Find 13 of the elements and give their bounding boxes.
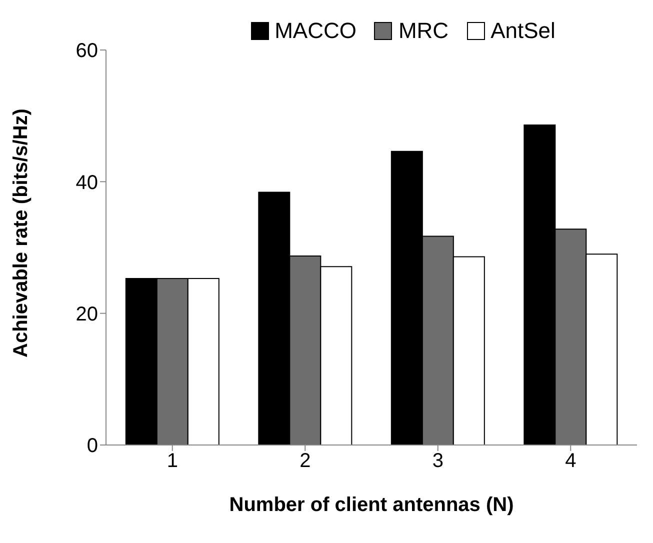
legend-label: MACCO xyxy=(274,18,356,44)
y-tick-label: 0 xyxy=(86,435,98,458)
x-tick-label: 3 xyxy=(432,450,444,472)
x-tick-label: 2 xyxy=(300,450,311,472)
x-tick-label: 1 xyxy=(166,450,178,472)
legend-label: MRC xyxy=(397,18,449,44)
y-axis-title: Achievable rate (bits/s/Hz) xyxy=(10,108,32,358)
y-tick-label: 40 xyxy=(76,172,98,194)
y-tick-label: 60 xyxy=(76,40,98,62)
x-axis-title: Number of client antennas (N) xyxy=(229,494,514,516)
legend-label: AntSel xyxy=(490,18,556,44)
x-tick-label: 4 xyxy=(565,450,576,472)
y-tick-label: 20 xyxy=(76,303,98,326)
